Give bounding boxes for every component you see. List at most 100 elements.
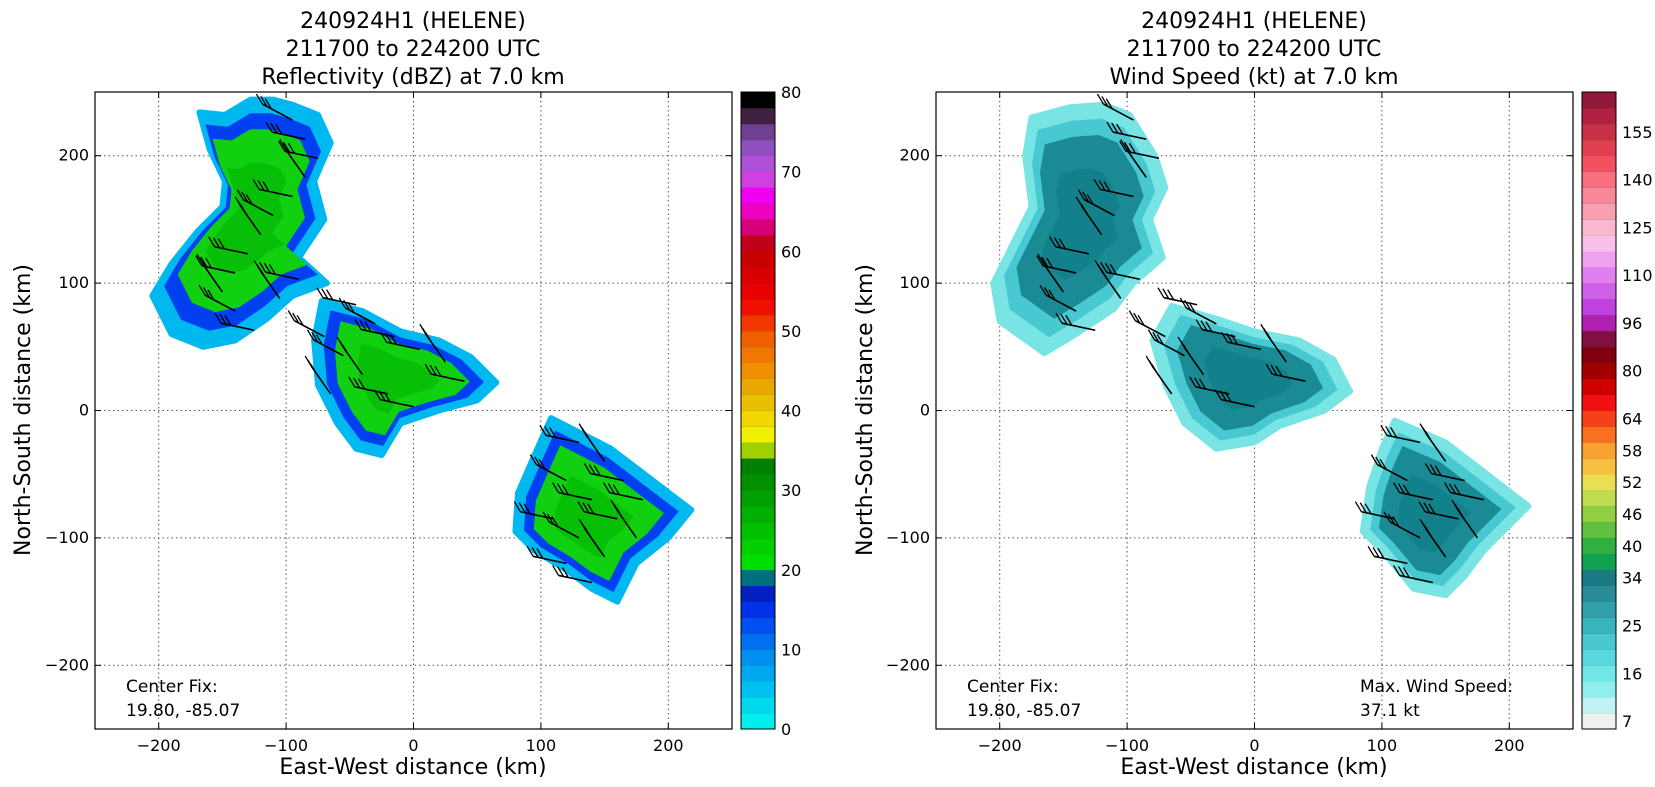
wind-barb bbox=[1100, 261, 1141, 281]
colorbar-swatch bbox=[1582, 219, 1616, 236]
chart-title-line-2: 211700 to 224200 UTC bbox=[1127, 37, 1382, 62]
colorbar-swatch bbox=[741, 569, 775, 586]
wind-barb bbox=[348, 376, 389, 395]
x-axis-label: East-West distance (km) bbox=[279, 755, 546, 780]
colorbar-tick-label: 50 bbox=[781, 322, 801, 341]
wind-barb bbox=[1039, 284, 1077, 312]
colorbar-tick-label: 80 bbox=[1622, 362, 1642, 381]
colorbar-frame bbox=[1581, 91, 1617, 730]
colorbar-swatch bbox=[1582, 410, 1616, 427]
colorbar-swatch bbox=[1582, 633, 1616, 650]
colorbar-tick-label: 20 bbox=[781, 561, 801, 580]
wind-barb bbox=[208, 236, 249, 255]
colorbar-tick-label: 155 bbox=[1622, 123, 1653, 142]
x-tick-label: 0 bbox=[1249, 736, 1259, 755]
wind-barb bbox=[610, 499, 638, 539]
colorbar-swatch bbox=[1582, 458, 1616, 475]
wind-barb bbox=[419, 323, 447, 363]
wind-barb bbox=[234, 196, 262, 236]
wind-barb bbox=[316, 287, 357, 306]
x-tick-label: 0 bbox=[408, 736, 418, 755]
y-tick-label: 100 bbox=[899, 273, 930, 292]
wind-barb bbox=[198, 284, 236, 312]
center-fix-value: 19.80, -85.07 bbox=[967, 701, 1081, 721]
colorbar-tick-label: 60 bbox=[781, 242, 801, 261]
reflectivity-panel: 240924H1 (HELENE) 211700 to 224200 UTC R… bbox=[11, 9, 801, 780]
wind-barb bbox=[196, 253, 224, 293]
colorbar-swatch bbox=[741, 394, 775, 411]
colorbar-swatch bbox=[741, 171, 775, 188]
colorbar-swatch bbox=[1582, 617, 1616, 634]
wind-barb bbox=[373, 389, 414, 408]
colorbar-swatch bbox=[1582, 330, 1616, 348]
colorbar-swatch bbox=[741, 521, 775, 539]
colorbar-swatch bbox=[741, 697, 775, 714]
colorbar-swatch bbox=[1582, 346, 1616, 364]
wind-barb bbox=[278, 140, 319, 160]
colorbar-swatch bbox=[741, 474, 775, 491]
colorbar-swatch bbox=[1582, 314, 1616, 332]
colorbar-swatch bbox=[1582, 474, 1616, 491]
wind-barb bbox=[380, 331, 421, 351]
wind-barb bbox=[1367, 545, 1408, 565]
center-fix-value: 19.80, -85.07 bbox=[126, 701, 240, 721]
wind-barb bbox=[539, 424, 580, 444]
colorbar-swatch bbox=[1582, 235, 1616, 252]
wind-barb bbox=[354, 319, 395, 338]
colorbar-tick-label: 70 bbox=[781, 163, 801, 182]
colorbar-swatch bbox=[1582, 649, 1616, 666]
colorbar-swatch bbox=[741, 713, 775, 730]
y-tick-label: −200 bbox=[45, 655, 89, 674]
colorbar-swatch bbox=[1582, 537, 1616, 555]
colorbar-swatch bbox=[741, 346, 775, 364]
colorbar-swatch bbox=[741, 665, 775, 682]
wind-barb bbox=[526, 545, 567, 565]
colorbar-tick-label: 25 bbox=[1622, 616, 1642, 635]
wind-barb bbox=[1120, 139, 1147, 178]
colorbar-swatch bbox=[741, 299, 775, 316]
y-ticks: −200 −100 0 100 200 bbox=[886, 146, 1573, 674]
colorbar-tick-label: 110 bbox=[1622, 266, 1653, 285]
colorbar-swatch bbox=[741, 537, 775, 555]
x-tick-label: 200 bbox=[1494, 736, 1525, 755]
chart-title-line-1: 240924H1 (HELENE) bbox=[300, 9, 526, 34]
y-axis-label: North-South distance (km) bbox=[853, 264, 878, 556]
colorbar-swatch bbox=[1582, 187, 1616, 204]
wind-barb bbox=[1451, 499, 1479, 539]
colorbar-swatch bbox=[741, 378, 775, 395]
wind-barb bbox=[1179, 297, 1217, 325]
colorbar-swatch bbox=[1582, 665, 1616, 682]
chart-title-line-2: 211700 to 224200 UTC bbox=[286, 37, 541, 62]
region-core-0 bbox=[206, 162, 287, 274]
y-tick-label: 0 bbox=[79, 401, 89, 420]
wind-barbs bbox=[195, 93, 643, 584]
wind-barb bbox=[1075, 196, 1103, 236]
y-ticks: −200 −100 0 100 200 bbox=[45, 146, 732, 674]
colorbar-tick-label: 40 bbox=[1622, 537, 1642, 556]
colorbar-swatch bbox=[1582, 378, 1616, 395]
chart-title-line-3: Reflectivity (dBZ) at 7.0 km bbox=[261, 65, 564, 90]
max-wind-label: Max. Wind Speed: bbox=[1360, 677, 1513, 697]
wind-barb bbox=[603, 482, 643, 501]
x-ticks: −200 −100 0 100 200 bbox=[978, 92, 1525, 755]
colorbar-swatch bbox=[1582, 203, 1616, 220]
colorbar-tick-label: 52 bbox=[1622, 473, 1642, 492]
wind-barb bbox=[1094, 260, 1122, 299]
colorbar-swatch bbox=[741, 585, 775, 602]
x-tick-label: −200 bbox=[978, 736, 1022, 755]
colorbar-swatch bbox=[1582, 506, 1616, 523]
colorbar-swatch bbox=[741, 617, 775, 634]
wind-barb bbox=[1055, 312, 1096, 332]
colorbar-swatch bbox=[741, 442, 775, 459]
wind-barb bbox=[1036, 255, 1077, 274]
colorbar-tick-label: 64 bbox=[1622, 409, 1642, 428]
wind-barb bbox=[577, 501, 618, 520]
colorbar-swatch bbox=[741, 458, 775, 475]
center-fix-label: Center Fix: bbox=[126, 677, 218, 697]
colorbar-tick-label: 140 bbox=[1622, 171, 1653, 190]
colorbar-swatch bbox=[1582, 362, 1616, 379]
colorbar-swatch bbox=[741, 681, 775, 698]
colorbar-swatch bbox=[741, 187, 775, 204]
wind-speed-panel: 240924H1 (HELENE) 211700 to 224200 UTC W… bbox=[853, 9, 1653, 780]
